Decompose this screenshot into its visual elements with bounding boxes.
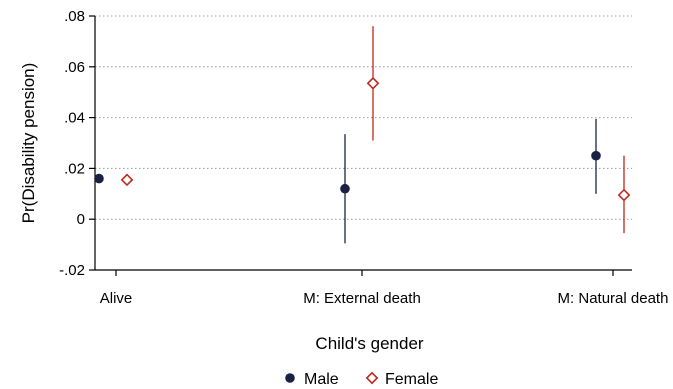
y-tick-label: 0 <box>77 211 85 228</box>
x-ticks: Alive M: External death M: Natural death <box>100 270 669 307</box>
y-tick-label: .04 <box>64 110 85 127</box>
male-point <box>340 183 350 194</box>
legend: Male Female <box>285 371 438 388</box>
legend-female-label: Female <box>385 371 438 388</box>
grid-lines <box>95 15 632 271</box>
x-tick-label: M: External death <box>303 290 421 307</box>
data-marks <box>94 26 631 244</box>
x-tick-label: Alive <box>100 290 133 307</box>
legend-male-marker <box>285 373 295 383</box>
y-tick-label: .08 <box>64 8 85 25</box>
y-tick-label: .02 <box>64 160 85 177</box>
legend-male-label: Male <box>304 371 339 388</box>
female-point <box>366 76 380 90</box>
male-point <box>591 150 601 161</box>
x-tick-label: M: Natural death <box>558 290 669 307</box>
y-tick-label: .06 <box>64 59 85 76</box>
y-ticks: -.02 0 .02 .04 .06 .08 <box>59 8 95 279</box>
female-point <box>617 188 631 202</box>
x-axis-title: Child's gender <box>315 334 423 353</box>
y-tick-label: -.02 <box>59 262 85 279</box>
y-axis-title: Pr(Disability pension) <box>19 63 38 224</box>
legend-female-marker <box>365 371 379 385</box>
male-point <box>94 173 104 184</box>
female-point <box>120 173 134 187</box>
